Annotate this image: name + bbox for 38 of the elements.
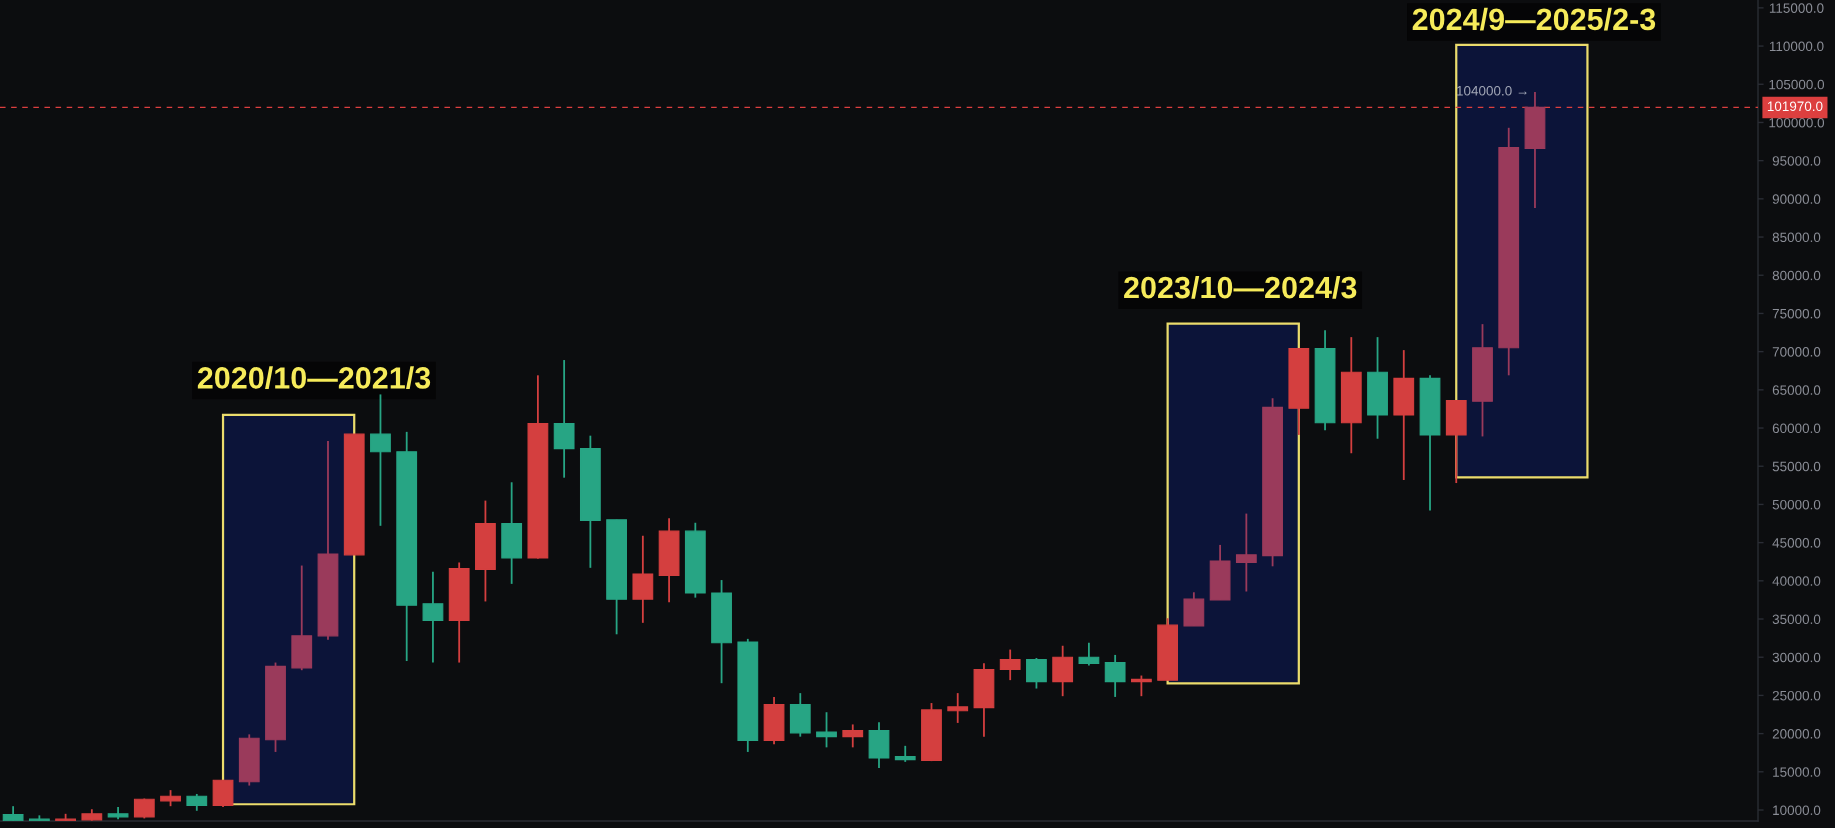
candlestick [816,711,837,749]
candlestick [1026,657,1047,690]
annotation: 2023/10—2024/3 [1124,275,1357,299]
ref-line-label: 101970.0 [1767,101,1823,112]
y-tick-label: 20000.0 [1772,729,1821,739]
y-tick-label: 110000.0 [1769,41,1824,52]
y-tick-label: 70000.0 [1772,347,1821,357]
y-tick-label: 45000.0 [1772,538,1821,548]
y-tick-label: 40000.0 [1772,576,1821,586]
candlestick [1235,512,1257,593]
y-tick-label: 50000.0 [1772,499,1821,510]
y-tick-label: 115000.0 [1769,3,1824,13]
annotation: 2020/10—2021/3 [197,366,431,390]
candlestick [947,692,969,724]
annotation: 104000.0 → [1457,85,1527,96]
y-tick-label: 60000.0 [1772,423,1821,434]
candlestick [1130,674,1152,698]
y-tick-label: 105000.0 [1769,79,1825,90]
candlestick [1078,641,1100,667]
y-tick-label: 90000.0 [1772,194,1821,204]
y-tick-label: 30000.0 [1772,652,1821,663]
y-tick-label: 25000.0 [1772,690,1821,701]
candlestick [370,393,391,527]
candlestick [999,648,1021,682]
y-tick-label: 55000.0 [1772,461,1821,472]
y-tick-label: 15000.0 [1773,767,1821,777]
annotation: 2024/9—2025/2-3 [1412,7,1656,31]
y-tick-label: 100000.0 [1769,117,1825,128]
y-tick-label: 80000.0 [1772,270,1821,281]
y-tick-label: 65000.0 [1772,385,1821,395]
y-tick-label: 85000.0 [1772,232,1821,243]
y-tick-label: 75000.0 [1772,308,1821,319]
candlestick [842,723,864,749]
candlestick [422,570,444,664]
candlestick [1104,654,1126,698]
y-tick-label: 35000.0 [1772,614,1821,625]
y-tick-label: 10000.0 [1773,805,1821,816]
y-tick-label: 95000.0 [1772,156,1821,166]
